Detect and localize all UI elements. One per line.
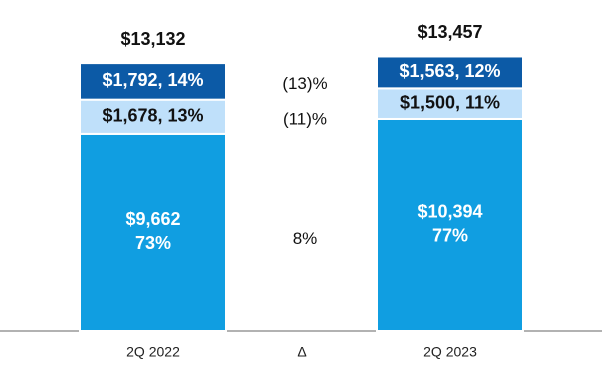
change-label: (13)% [282, 74, 327, 93]
bar-segment [79, 132, 227, 332]
bar-segment [376, 55, 524, 90]
value-label: $1,563, 12% [399, 61, 500, 81]
value-label: $1,792, 14% [102, 70, 203, 90]
bar-segment [79, 62, 227, 101]
bar-segment [79, 98, 227, 135]
change-label: 8% [293, 229, 318, 248]
x-tick-label: 2Q 2023 [423, 344, 477, 360]
total-label: $13,457 [417, 22, 482, 42]
value-label: 73% [135, 233, 171, 253]
value-label: $10,394 [417, 202, 482, 222]
x-tick-label: 2Q 2022 [126, 344, 180, 360]
change-label: (11)% [283, 109, 327, 128]
value-label: $1,678, 13% [102, 106, 203, 126]
bar-segment [376, 117, 524, 332]
value-label: $9,662 [125, 209, 180, 229]
delta-label: Δ [297, 344, 306, 360]
bar-segment [376, 87, 524, 120]
value-label: $1,500, 11% [400, 92, 500, 112]
value-label: 77% [432, 226, 468, 246]
total-label: $13,132 [120, 29, 185, 49]
